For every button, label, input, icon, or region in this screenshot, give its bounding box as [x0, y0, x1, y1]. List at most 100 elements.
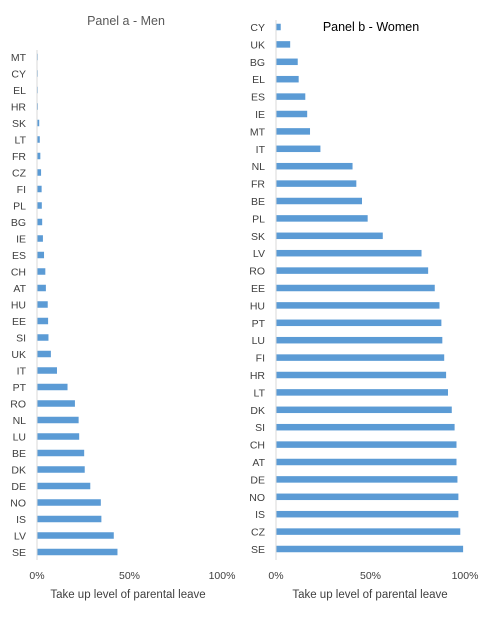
panel-b-x-tick-0: 0%	[268, 570, 283, 582]
panel-a-label-de: DE	[11, 481, 26, 493]
panel-a-x-tick-0: 0%	[29, 570, 44, 582]
panel-a-label-dk: DK	[11, 465, 26, 477]
panel-a-label-ch: CH	[11, 267, 26, 279]
panel-a-bar-pt	[37, 383, 68, 391]
panel-a-bar-ie	[37, 235, 43, 242]
panel-b-label-cy: CY	[250, 22, 265, 34]
panel-a-label-lv: LV	[14, 531, 26, 543]
panel-b-title: Panel b - Women	[323, 20, 419, 34]
panel-b-x-tick-2: 100%	[452, 570, 479, 582]
panel-a-bar-es	[37, 251, 45, 259]
panel-a-bar-cz	[37, 169, 42, 176]
panel-b-label-es: ES	[251, 92, 265, 104]
panel-a-bar-lv	[37, 532, 114, 539]
panel-a-label-is: IS	[16, 514, 26, 526]
panel-b-bar-fr	[276, 180, 357, 187]
panel-a-bars	[37, 53, 118, 556]
panel-b-label-hr: HR	[250, 370, 266, 382]
panel-a-label-at: AT	[13, 283, 26, 295]
panel-b-label-ee: EE	[251, 283, 265, 295]
panel-a-bar-si	[37, 334, 49, 341]
panel-b-bar-nl	[276, 162, 353, 170]
panel-a-bar-it	[37, 367, 57, 374]
panel-b-label-bg: BG	[250, 57, 265, 69]
panel-a-label-it: IT	[17, 366, 27, 378]
panel-a-bar-nl	[37, 416, 79, 424]
panel-a-bar-se	[37, 548, 118, 556]
panel-b-bar-de	[276, 476, 458, 483]
panel-a-bar-de	[37, 482, 91, 490]
panel-b-bar-be	[276, 197, 362, 205]
panel-b-bar-no	[276, 493, 459, 501]
panel-a-x-tick-1: 50%	[119, 570, 140, 582]
panel-a-x-axis-title: Take up level of parental leave	[50, 589, 205, 601]
panel-b-bars	[276, 23, 464, 553]
panel-b-x-axis-title: Take up level of parental leave	[292, 589, 447, 601]
panel-b-label-si: SI	[255, 422, 265, 434]
panel-b-bar-dk	[276, 406, 452, 414]
panel-b-label-de: DE	[250, 474, 265, 486]
panel-b-label-ch: CH	[250, 440, 265, 452]
panel-a-x-tick-2: 100%	[209, 570, 236, 582]
panel-b-bar-uk	[276, 41, 291, 48]
panel-b-label-fi: FI	[256, 353, 265, 365]
panel-b-bar-is	[276, 510, 459, 518]
panel-b-label-lu: LU	[252, 335, 265, 347]
panel-a-bar-at	[37, 284, 46, 292]
panel-a-label-si: SI	[16, 333, 26, 345]
panel-a-bar-uk	[37, 350, 51, 358]
panel-b-label-mt: MT	[250, 126, 266, 138]
panel-b-x-ticks: 0% 50% 100%	[268, 570, 478, 582]
panel-a-men: Panel a - Men MT CY EL HR SK LT FR CZ FI PL BG IE ES…	[10, 14, 235, 601]
panel-a-label-nl: NL	[13, 415, 27, 427]
panel-a-label-fr: FR	[12, 151, 26, 163]
panel-a-label-se: SE	[12, 547, 26, 559]
panel-a-label-es: ES	[12, 250, 26, 262]
panel-a-bar-pl	[37, 202, 42, 209]
panel-a-label-fi: FI	[17, 184, 26, 196]
panel-b-label-nl: NL	[252, 161, 266, 173]
panel-a-label-mt: MT	[11, 52, 27, 64]
panel-b-bar-lu	[276, 336, 443, 344]
panel-b-bar-si	[276, 423, 455, 431]
panel-b-label-is: IS	[255, 509, 265, 521]
panel-b-label-at: AT	[252, 457, 265, 469]
panel-b-bar-hu	[276, 302, 440, 309]
panel-a-bar-no	[37, 499, 101, 506]
panel-b-label-ie: IE	[255, 109, 265, 121]
panel-b-bar-cy	[276, 23, 281, 31]
panel-a-label-lu: LU	[13, 432, 26, 444]
panel-b-category-labels: CY UK BG EL ES IE MT IT NL FR BE PL SK LV RO EE HU PT LU FI…	[249, 22, 265, 556]
panel-b-bar-mt	[276, 128, 311, 135]
panel-b-bar-ee	[276, 284, 435, 292]
panel-a-label-lt: LT	[15, 135, 27, 147]
panel-b-label-el: EL	[252, 74, 265, 86]
panel-b-label-hu: HU	[250, 300, 265, 312]
panel-a-label-cy: CY	[11, 69, 26, 81]
panel-a-label-bg: BG	[11, 217, 26, 229]
panel-b-bar-ro	[276, 267, 429, 274]
panel-a-bar-dk	[37, 466, 85, 473]
panel-b-bar-fi	[276, 354, 445, 361]
panel-a-x-ticks: 0% 50% 100%	[29, 570, 235, 582]
panel-b-bar-se	[276, 545, 464, 553]
panel-a-label-sk: SK	[12, 118, 26, 130]
panel-a-label-el: EL	[13, 85, 26, 97]
panel-a-category-labels: MT CY EL HR SK LT FR CZ FI PL BG IE ES CH AT HU EE SI UK IT…	[10, 52, 26, 559]
panel-a-bar-ro	[37, 400, 75, 407]
panel-b-label-be: BE	[251, 196, 265, 208]
panel-a-label-pt: PT	[13, 382, 27, 394]
panel-b-bar-pl	[276, 215, 368, 222]
panel-b-bar-cz	[276, 528, 461, 535]
panel-a-label-ee: EE	[12, 316, 26, 328]
panel-a-bar-bg	[37, 218, 43, 226]
panel-a-label-hu: HU	[11, 300, 26, 312]
panel-b-bar-bg	[276, 58, 298, 66]
panel-b-label-lv: LV	[253, 248, 265, 260]
panel-a-bar-is	[37, 515, 102, 523]
panel-b-label-uk: UK	[250, 39, 265, 51]
panel-a-label-no: NO	[10, 498, 26, 510]
panel-b-x-tick-1: 50%	[360, 570, 381, 582]
panel-a-label-cz: CZ	[12, 168, 27, 180]
